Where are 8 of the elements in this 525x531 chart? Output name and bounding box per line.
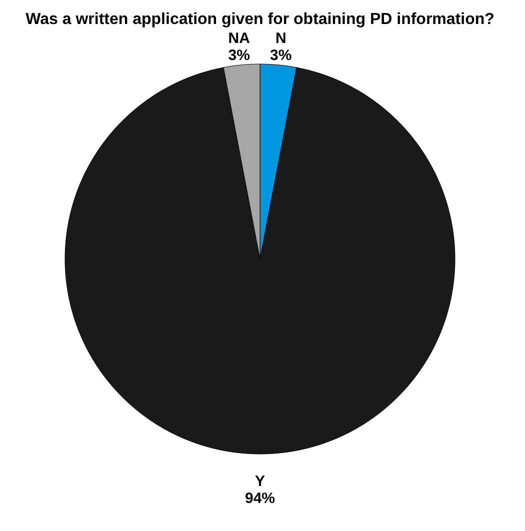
data-label: 3%: [228, 46, 250, 64]
slice-label: N: [275, 30, 286, 47]
slice-label: NA: [228, 30, 250, 47]
data-label: 3%: [270, 46, 292, 64]
chart-title: Was a written application given for obtaining PD information?: [26, 10, 494, 28]
slice-label: Y: [254, 473, 266, 490]
pie-slice: [64, 67, 456, 454]
data-label: 94%: [244, 490, 276, 507]
